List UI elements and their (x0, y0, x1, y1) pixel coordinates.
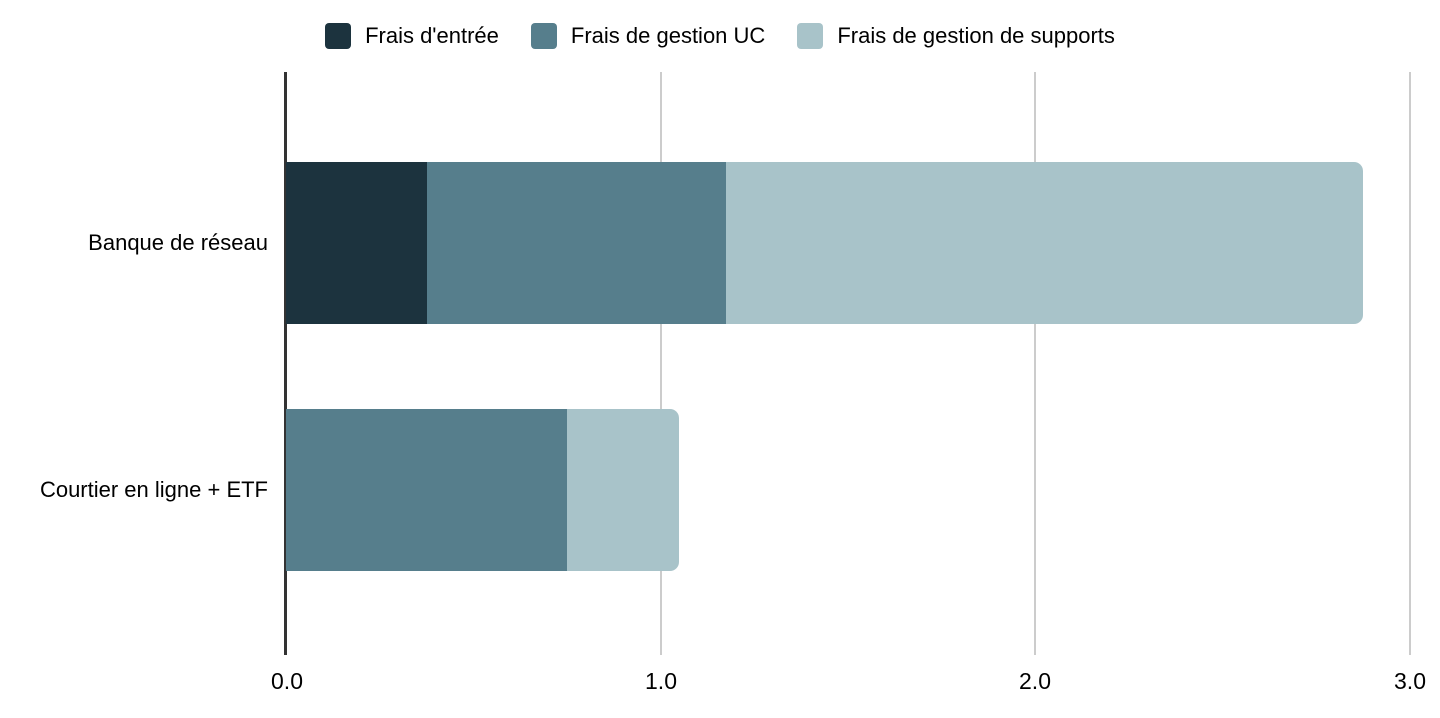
x-tick-label-2: 2.0 (1019, 668, 1051, 694)
bar-segment-frais-de-gestion-uc-banque-de-reseau (426, 162, 727, 324)
legend-label-frais-gestion-supports: Frais de gestion de supports (837, 23, 1115, 48)
bar-segment-frais-de-gestion-uc-courtier-en-ligne-etf (286, 409, 567, 571)
legend-label-frais-gestion-uc: Frais de gestion UC (570, 23, 766, 48)
x-tick-label-1: 1.0 (645, 668, 677, 694)
legend-label-frais-entree: Frais d'entrée (365, 23, 499, 48)
bar-segment-frais-de-gestion-de-supports-courtier-en-ligne-etf (567, 409, 680, 571)
x-tick-label-3: 3.0 (1394, 668, 1426, 694)
legend-swatch-frais-gestion-supports (797, 23, 824, 49)
legend-item-frais-gestion-uc: Frais de gestion UC (530, 23, 766, 49)
legend-item-frais-entree: Frais d'entrée (325, 23, 499, 49)
x-tick-label-0: 0.0 (271, 668, 303, 694)
bar-segment-frais-de-gestion-de-supports-banque-de-reseau (726, 162, 1364, 324)
category-label-banque-de-reseau: Banque de réseau (88, 230, 268, 255)
legend-swatch-frais-entree (325, 23, 352, 49)
category-label-courtier-en-ligne-etf: Courtier en ligne + ETF (39, 477, 268, 502)
gridline-1 (660, 72, 662, 655)
legend-item-frais-gestion-supports: Frais de gestion de supports (797, 23, 1115, 49)
zero-axis-line (284, 72, 287, 655)
gridline-3 (1409, 72, 1411, 655)
bar-segment-frais-d-entree-banque-de-reseau (286, 162, 427, 324)
chart-legend: Frais d'entrée Frais de gestion UC Frais… (0, 20, 1440, 52)
legend-swatch-frais-gestion-uc (530, 23, 557, 49)
gridline-2 (1034, 72, 1036, 655)
